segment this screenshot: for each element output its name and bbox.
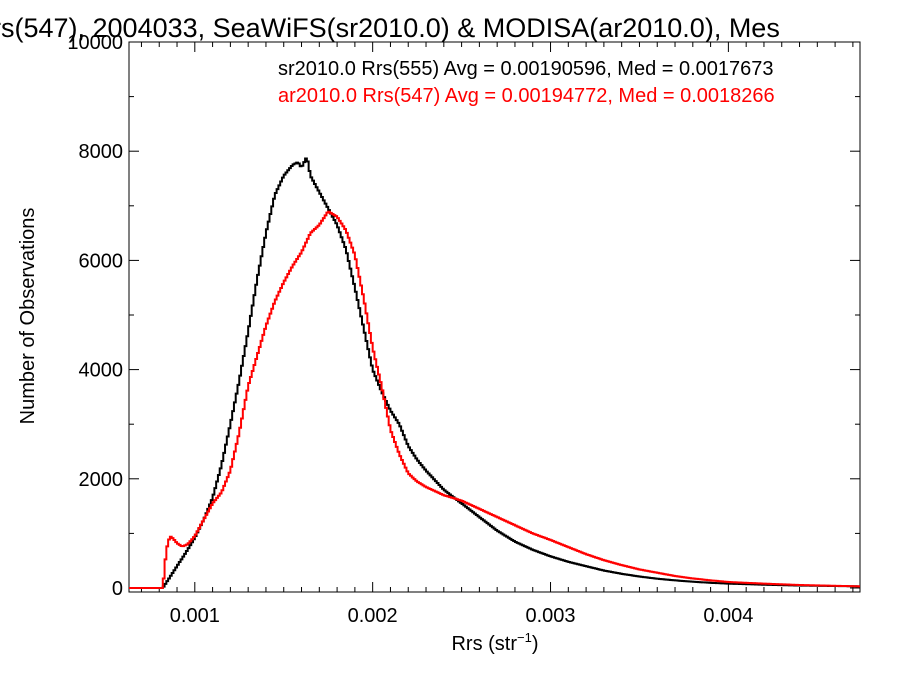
y-tick-label: 0 [112,578,123,600]
x-tick-label: 0.002 [348,605,398,627]
x-axis-label: Rrs (str−1) [451,630,538,655]
x-tick-label: 0.004 [703,605,753,627]
plot-frame [128,41,861,593]
legend-entry-black-series: sr2010.0 Rrs(555) Avg = 0.00190596, Med … [278,58,774,80]
x-axis-label-close: ) [532,633,539,655]
x-tick-label: 0.001 [170,605,220,627]
y-axis: 0 2000 4000 6000 8000 10000 [67,32,860,600]
x-axis-label-superscript: −1 [517,630,532,645]
series-line-red [129,210,860,589]
y-tick-label: 8000 [79,141,124,163]
x-tick-label: 0.003 [525,605,575,627]
series-layer [129,157,860,589]
x-axis-label-text: Rrs (str [451,633,517,655]
legend-entry-red-series: ar2010.0 Rrs(547) Avg = 0.00194772, Med … [278,85,775,107]
chart-title: rs(547), 2004033, SeaWiFS(sr2010.0) & MO… [0,13,780,43]
y-tick-label: 2000 [79,469,124,491]
y-tick-label: 6000 [79,250,124,272]
y-tick-label: 10000 [67,32,123,54]
y-axis-label: Number of Observations [17,208,39,425]
y-tick-label: 4000 [79,360,124,382]
series-line-black [129,157,860,589]
plot-border [128,41,861,593]
x-axis: 0.001 0.002 0.003 0.004 [140,42,854,627]
